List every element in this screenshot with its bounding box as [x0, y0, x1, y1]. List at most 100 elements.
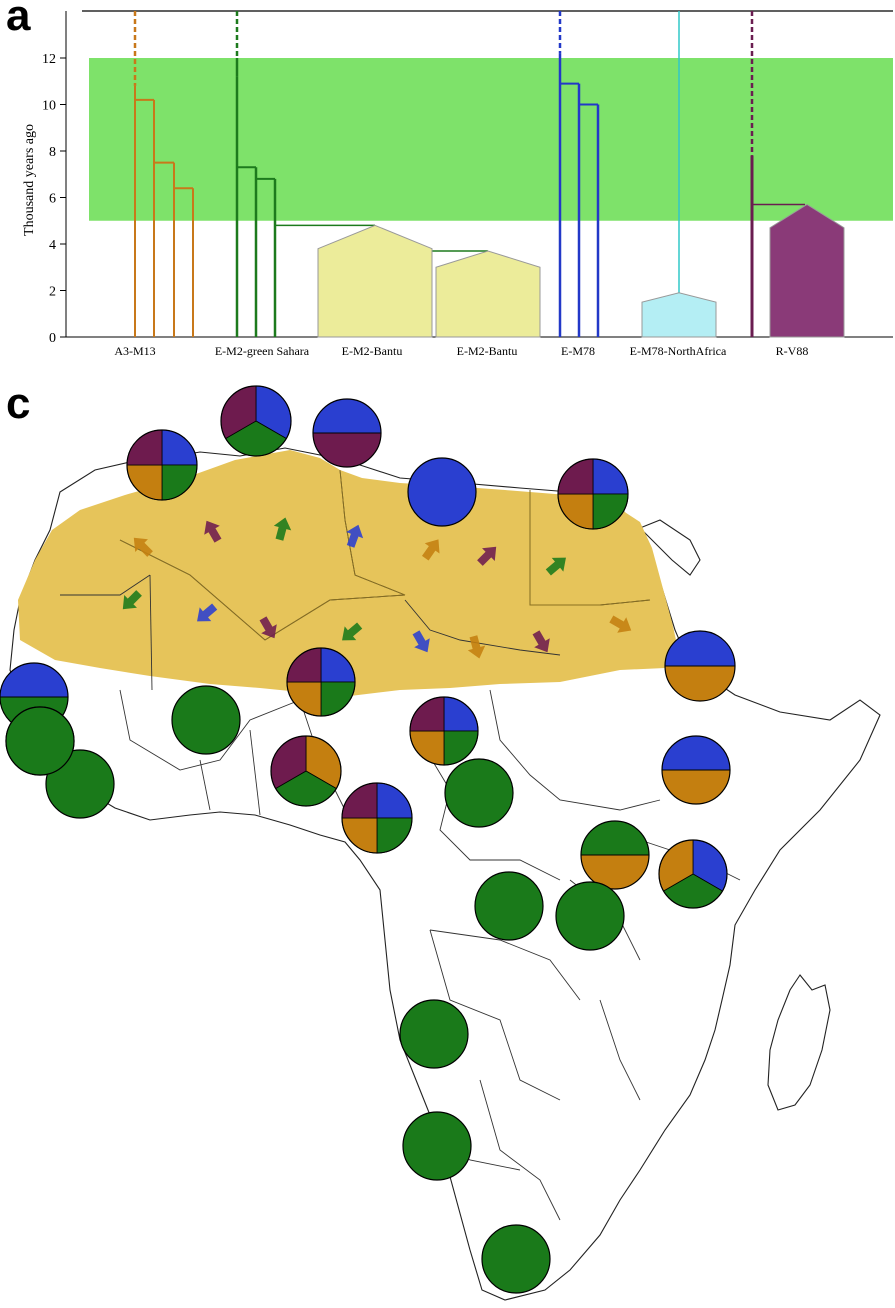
y-tick-label: 0 [49, 331, 56, 346]
madagascar [767, 974, 831, 1111]
migration-arrow [133, 537, 153, 557]
pie-slice [172, 686, 240, 754]
pie-outline [664, 630, 736, 702]
pie-outline [5, 706, 75, 776]
pie-chart [270, 735, 342, 807]
pie-outline [312, 398, 382, 468]
pie-slice [408, 458, 476, 526]
category-label: A3-M13 [114, 344, 155, 358]
pie-chart [664, 630, 736, 702]
migration-arrow [122, 590, 142, 610]
pie-slice [482, 1225, 550, 1293]
pie-slice [665, 666, 735, 701]
migration-arrow [412, 630, 430, 653]
pie-outline [661, 735, 731, 805]
pie-chart [312, 398, 382, 468]
africa-map [0, 385, 881, 1301]
migration-arrows [122, 517, 632, 659]
pie-outline [555, 881, 625, 951]
category-label: E-M2-green Sahara [215, 344, 310, 358]
pie-chart [5, 706, 75, 776]
pie-outline [341, 782, 413, 854]
pie-chart [45, 749, 115, 819]
pie-outline [286, 647, 356, 717]
pie-chart [444, 758, 514, 828]
pie-outline [402, 1111, 472, 1181]
pie-outline [481, 1224, 551, 1294]
category-label: E-M2-Bantu [342, 344, 403, 358]
pie-chart [555, 881, 625, 951]
sahara-region [18, 450, 676, 696]
migration-arrow [532, 630, 550, 653]
pie-slice [475, 872, 543, 940]
y-tick-label: 6 [49, 192, 56, 207]
pie-slice [46, 750, 114, 818]
migration-arrow [545, 557, 566, 576]
pie-slice [313, 433, 381, 467]
pie-slice [665, 631, 735, 666]
y-tick-label: 10 [42, 99, 56, 114]
migration-arrow [342, 622, 363, 641]
pie-chart [409, 696, 479, 766]
pie-slice [581, 855, 649, 889]
migration-arrow [609, 615, 632, 633]
pie-outline [171, 685, 241, 755]
pie-chart [474, 871, 544, 941]
tree-branches [133, 11, 845, 338]
panel-a-label: a [6, 0, 31, 40]
pie-outline [407, 457, 477, 527]
pie-chart [407, 457, 477, 527]
pie-outline [399, 999, 469, 1069]
pie-chart [286, 647, 356, 717]
pie-chart [402, 1111, 472, 1181]
migration-arrow [477, 546, 497, 566]
pie-outline [557, 458, 629, 530]
pie-outline [270, 735, 342, 807]
pie-chart [661, 735, 731, 805]
pie-chart [481, 1224, 551, 1294]
category-label: E-M78 [561, 344, 595, 358]
pie-outline [409, 696, 479, 766]
category-label: R-V88 [776, 344, 809, 358]
pie-slice [313, 399, 381, 433]
migration-arrow [204, 520, 222, 543]
haplogroup-pies [0, 385, 736, 1294]
pie-slice [0, 663, 68, 697]
pie-chart [126, 429, 198, 501]
pie-chart [658, 839, 728, 909]
pie-slice [445, 759, 513, 827]
bantu-clade-2 [435, 250, 541, 338]
pie-slice [6, 707, 74, 775]
pie-slice [556, 882, 624, 950]
category-labels: A3-M13 E-M2-green Sahara E-M2-Bantu E-M2-Ba… [114, 344, 808, 358]
category-label: E-M2-Bantu [457, 344, 518, 358]
pie-slice [400, 1000, 468, 1068]
phylogeny-chart: 0 2 4 6 8 10 12 Thousand years ago A3-M13 E-M2-… [22, 10, 893, 358]
pie-chart [557, 458, 629, 530]
pie-outline [444, 758, 514, 828]
pie-outline [126, 429, 198, 501]
pie-outline [45, 749, 115, 819]
category-label: E-M78-NorthAfrica [630, 344, 727, 358]
pie-slice [662, 736, 730, 770]
rv88-clade [769, 203, 845, 338]
bantu-clade-1 [317, 224, 433, 338]
pie-outline [474, 871, 544, 941]
migration-arrow [197, 603, 218, 622]
pie-outline [220, 385, 292, 457]
pie-slice [662, 770, 730, 804]
migration-arrow [259, 616, 277, 639]
migration-arrow [421, 539, 440, 561]
pie-slice [403, 1112, 471, 1180]
y-tick-label: 2 [49, 285, 56, 300]
pie-chart [341, 782, 413, 854]
y-tick-label: 4 [49, 238, 56, 253]
pie-chart [220, 385, 292, 457]
migration-arrow [467, 635, 486, 659]
y-tick-label: 8 [49, 145, 56, 160]
y-axis-label: Thousand years ago [22, 124, 37, 236]
y-ticks: 0 2 4 6 8 10 12 [42, 52, 66, 346]
pie-chart [399, 999, 469, 1069]
pie-outline [580, 820, 650, 890]
